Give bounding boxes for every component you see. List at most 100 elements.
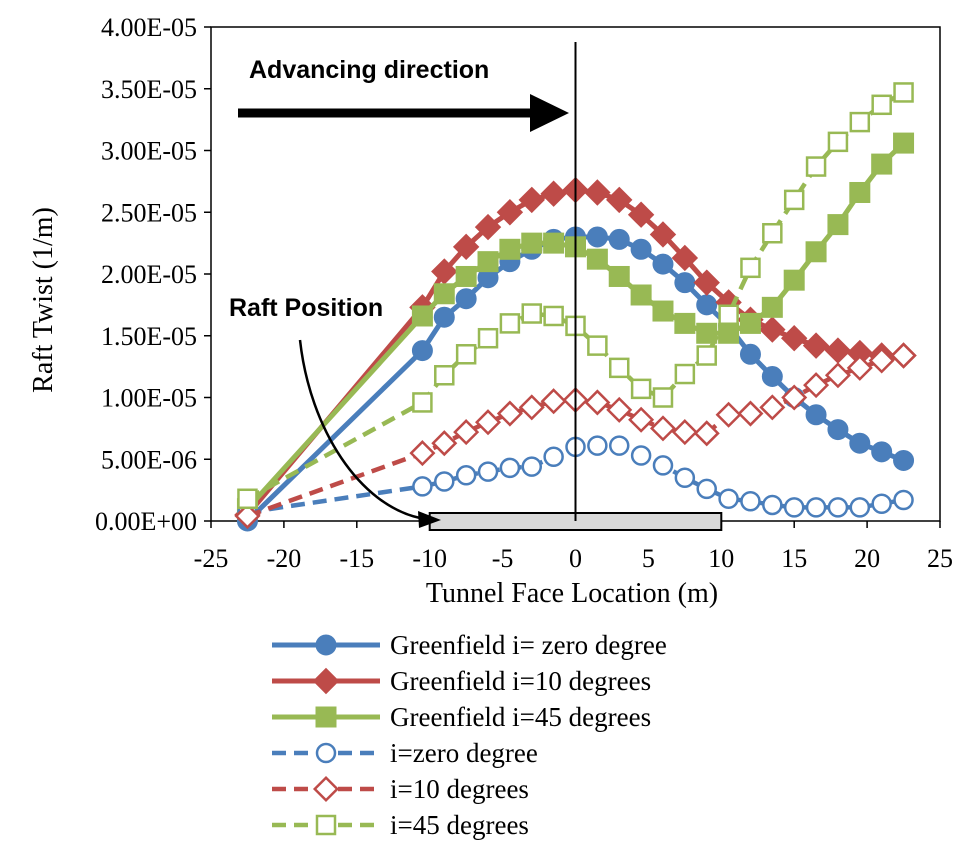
- data-point: [761, 366, 783, 388]
- data-point: [824, 337, 852, 364]
- data-point: [496, 400, 523, 427]
- x-tick-label: -10: [412, 544, 447, 573]
- raft-position-arrow: [298, 339, 441, 528]
- data-point: [475, 409, 502, 436]
- data-point: [652, 253, 674, 275]
- data-point: [628, 406, 655, 433]
- data-point: [849, 497, 871, 518]
- data-point: [693, 420, 720, 447]
- data-point: [783, 497, 805, 518]
- data-point: [237, 488, 258, 510]
- data-point: [652, 455, 674, 476]
- series-4: [234, 342, 917, 530]
- x-tick-label: -25: [194, 544, 229, 573]
- data-point: [759, 394, 786, 421]
- y-tick-label: 5.00E-06: [101, 445, 197, 474]
- data-point: [543, 305, 564, 327]
- data-point: [871, 94, 892, 116]
- data-point: [696, 294, 718, 316]
- data-point: [827, 131, 849, 153]
- data-point: [608, 357, 630, 379]
- data-point: [674, 363, 696, 385]
- legend-item: i=10 degrees: [272, 774, 529, 804]
- data-point: [606, 186, 633, 214]
- series-2: [236, 132, 915, 520]
- data-point: [649, 415, 676, 442]
- data-point: [805, 241, 827, 263]
- data-point: [587, 335, 608, 356]
- data-point: [783, 269, 805, 291]
- data-point: [630, 378, 652, 400]
- legend-item: Greenfield i=45 degrees: [272, 702, 651, 732]
- data-point: [893, 449, 915, 471]
- data-point: [871, 441, 893, 463]
- data-point: [718, 488, 739, 510]
- legend-label: i=zero degree: [390, 738, 538, 768]
- data-point: [696, 478, 717, 500]
- data-point: [518, 186, 545, 214]
- data-point: [871, 493, 892, 514]
- data-point: [696, 345, 717, 366]
- legend-item: Greenfield i=10 degrees: [272, 666, 651, 696]
- data-point: [849, 432, 871, 454]
- advancing-direction-arrow: [238, 94, 569, 132]
- data-point: [893, 132, 915, 154]
- data-point: [477, 251, 499, 273]
- data-point: [827, 497, 849, 518]
- data-point: [671, 244, 699, 272]
- data-point: [783, 189, 805, 211]
- data-point: [234, 503, 261, 530]
- data-point: [543, 232, 565, 254]
- legend-swatch-marker: [315, 706, 337, 728]
- data-point: [586, 226, 608, 248]
- data-point: [455, 288, 477, 310]
- x-tick-label: -15: [339, 544, 374, 573]
- data-point: [630, 238, 652, 260]
- legend-item: Greenfield i= zero degree: [272, 630, 667, 660]
- x-tick-label: 5: [642, 544, 655, 573]
- data-point: [761, 296, 783, 318]
- data-point: [412, 392, 433, 413]
- legend-label: i=10 degrees: [390, 774, 529, 804]
- y-tick-label: 2.50E-05: [101, 198, 197, 227]
- data-point: [649, 221, 677, 248]
- advancing-direction-label: Advancing direction: [249, 56, 489, 84]
- data-point: [762, 222, 783, 244]
- data-point: [496, 199, 524, 226]
- series-5: [237, 82, 914, 510]
- legend-swatch-marker: [315, 634, 337, 656]
- data-point: [630, 445, 652, 466]
- y-tick-label: 0.00E+00: [95, 507, 197, 536]
- data-point: [434, 471, 455, 492]
- data-point: [540, 388, 567, 415]
- legend-item: i=45 degrees: [272, 810, 529, 840]
- data-point: [499, 238, 521, 260]
- data-point: [802, 332, 830, 359]
- data-point: [737, 400, 764, 427]
- data-point: [739, 312, 761, 334]
- data-point: [718, 304, 739, 326]
- data-point: [455, 465, 477, 486]
- data-point: [715, 401, 742, 428]
- y-tick-label: 1.50E-05: [101, 322, 197, 351]
- data-point: [433, 306, 455, 328]
- data-point: [674, 272, 696, 294]
- legend-label: Greenfield i=10 degrees: [390, 666, 651, 696]
- data-point: [499, 313, 521, 334]
- data-point: [411, 305, 433, 327]
- series-1: [234, 176, 917, 529]
- data-point: [630, 284, 652, 306]
- y-tick-label: 1.00E-05: [101, 384, 197, 413]
- data-point: [540, 180, 567, 207]
- raft-position-label: Raft Position: [229, 294, 383, 322]
- legend-swatch-marker: [312, 775, 340, 803]
- data-point: [827, 214, 849, 236]
- data-point: [871, 153, 893, 175]
- x-tick-label: 15: [781, 544, 807, 573]
- data-point: [431, 430, 458, 457]
- legend-label: Greenfield i= zero degree: [390, 630, 667, 660]
- y-axis: 0.00E+00 5.00E-06 1.00E-05 1.50E-05 2.00E-05…: [95, 13, 211, 536]
- y-tick-label: 3.00E-05: [101, 137, 197, 166]
